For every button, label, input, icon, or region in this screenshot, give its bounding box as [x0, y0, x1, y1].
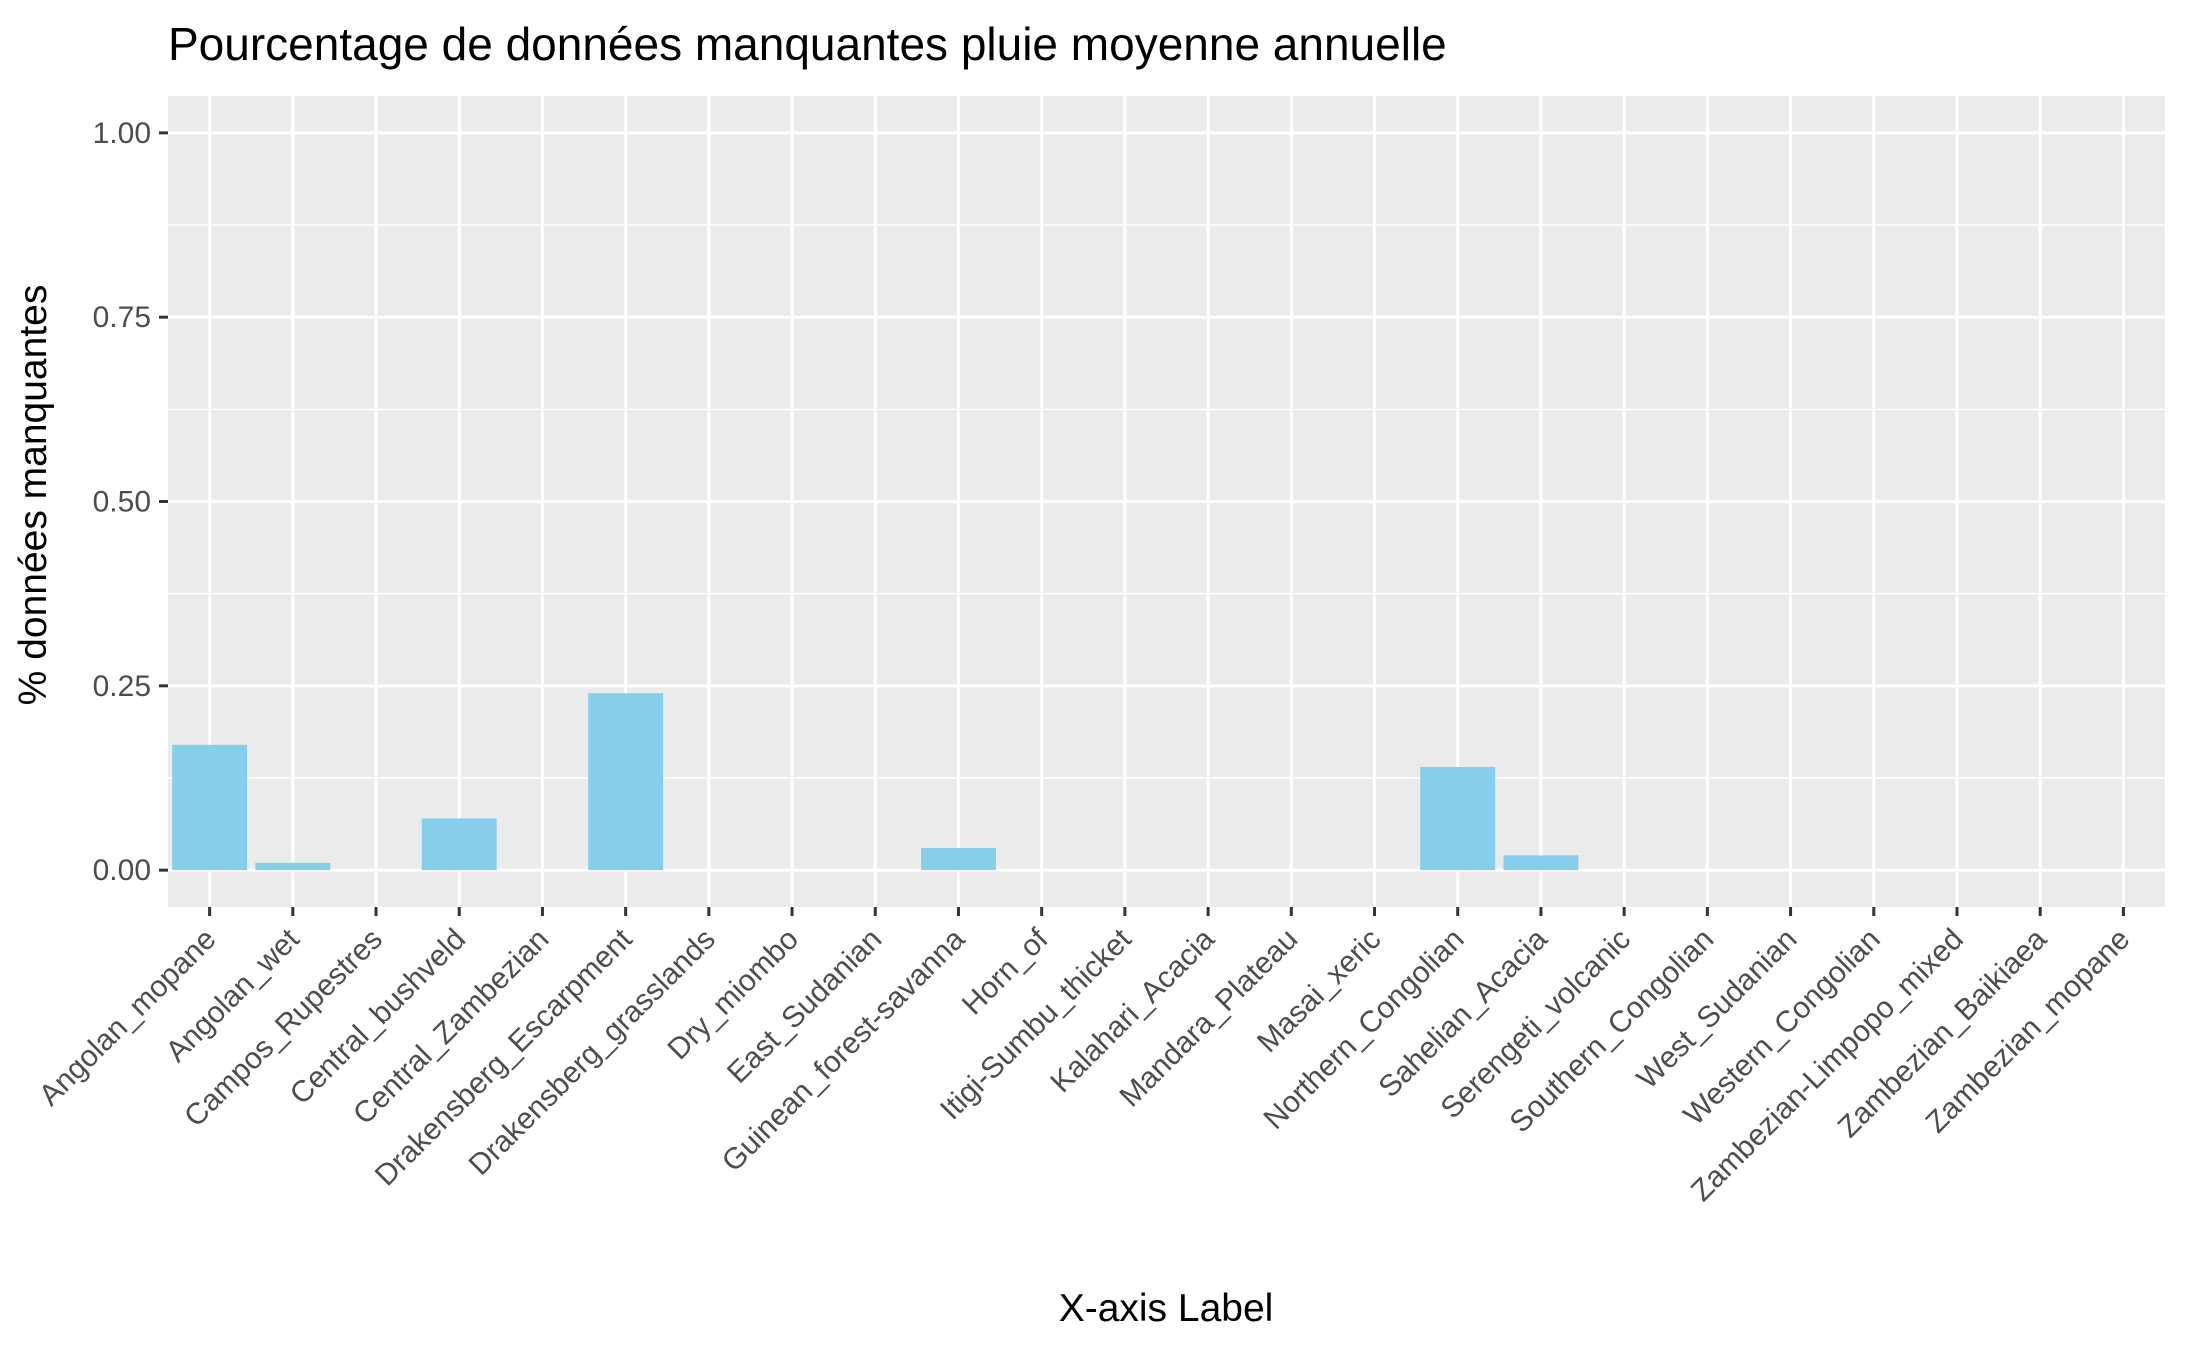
grid-minor	[168, 224, 2165, 779]
y-axis: 0.00 0.25 0.50 0.75 1.00	[93, 117, 168, 887]
bars	[172, 693, 1579, 871]
bar	[255, 862, 331, 871]
bar	[172, 744, 248, 871]
x-axis-title: X-axis Label	[1059, 1287, 1274, 1330]
x-axis: Angolan_mopaneAngolan_wetCampos_Rupestre…	[33, 907, 2136, 1208]
y-tick-label: 0.25	[93, 670, 151, 703]
y-tick-label: 1.00	[93, 117, 151, 150]
y-axis-title: % données manquantes	[12, 285, 55, 706]
y-tick-label: 0.75	[93, 301, 151, 334]
y-tick-label: 0.50	[93, 486, 151, 519]
bar	[421, 818, 497, 871]
bar	[1420, 766, 1496, 871]
bar	[1503, 855, 1579, 871]
bar	[921, 848, 996, 871]
bar	[588, 693, 664, 871]
chart-title: Pourcentage de données manquantes pluie …	[168, 18, 1447, 70]
grid-major	[168, 96, 2165, 907]
y-tick-label: 0.00	[93, 854, 151, 887]
